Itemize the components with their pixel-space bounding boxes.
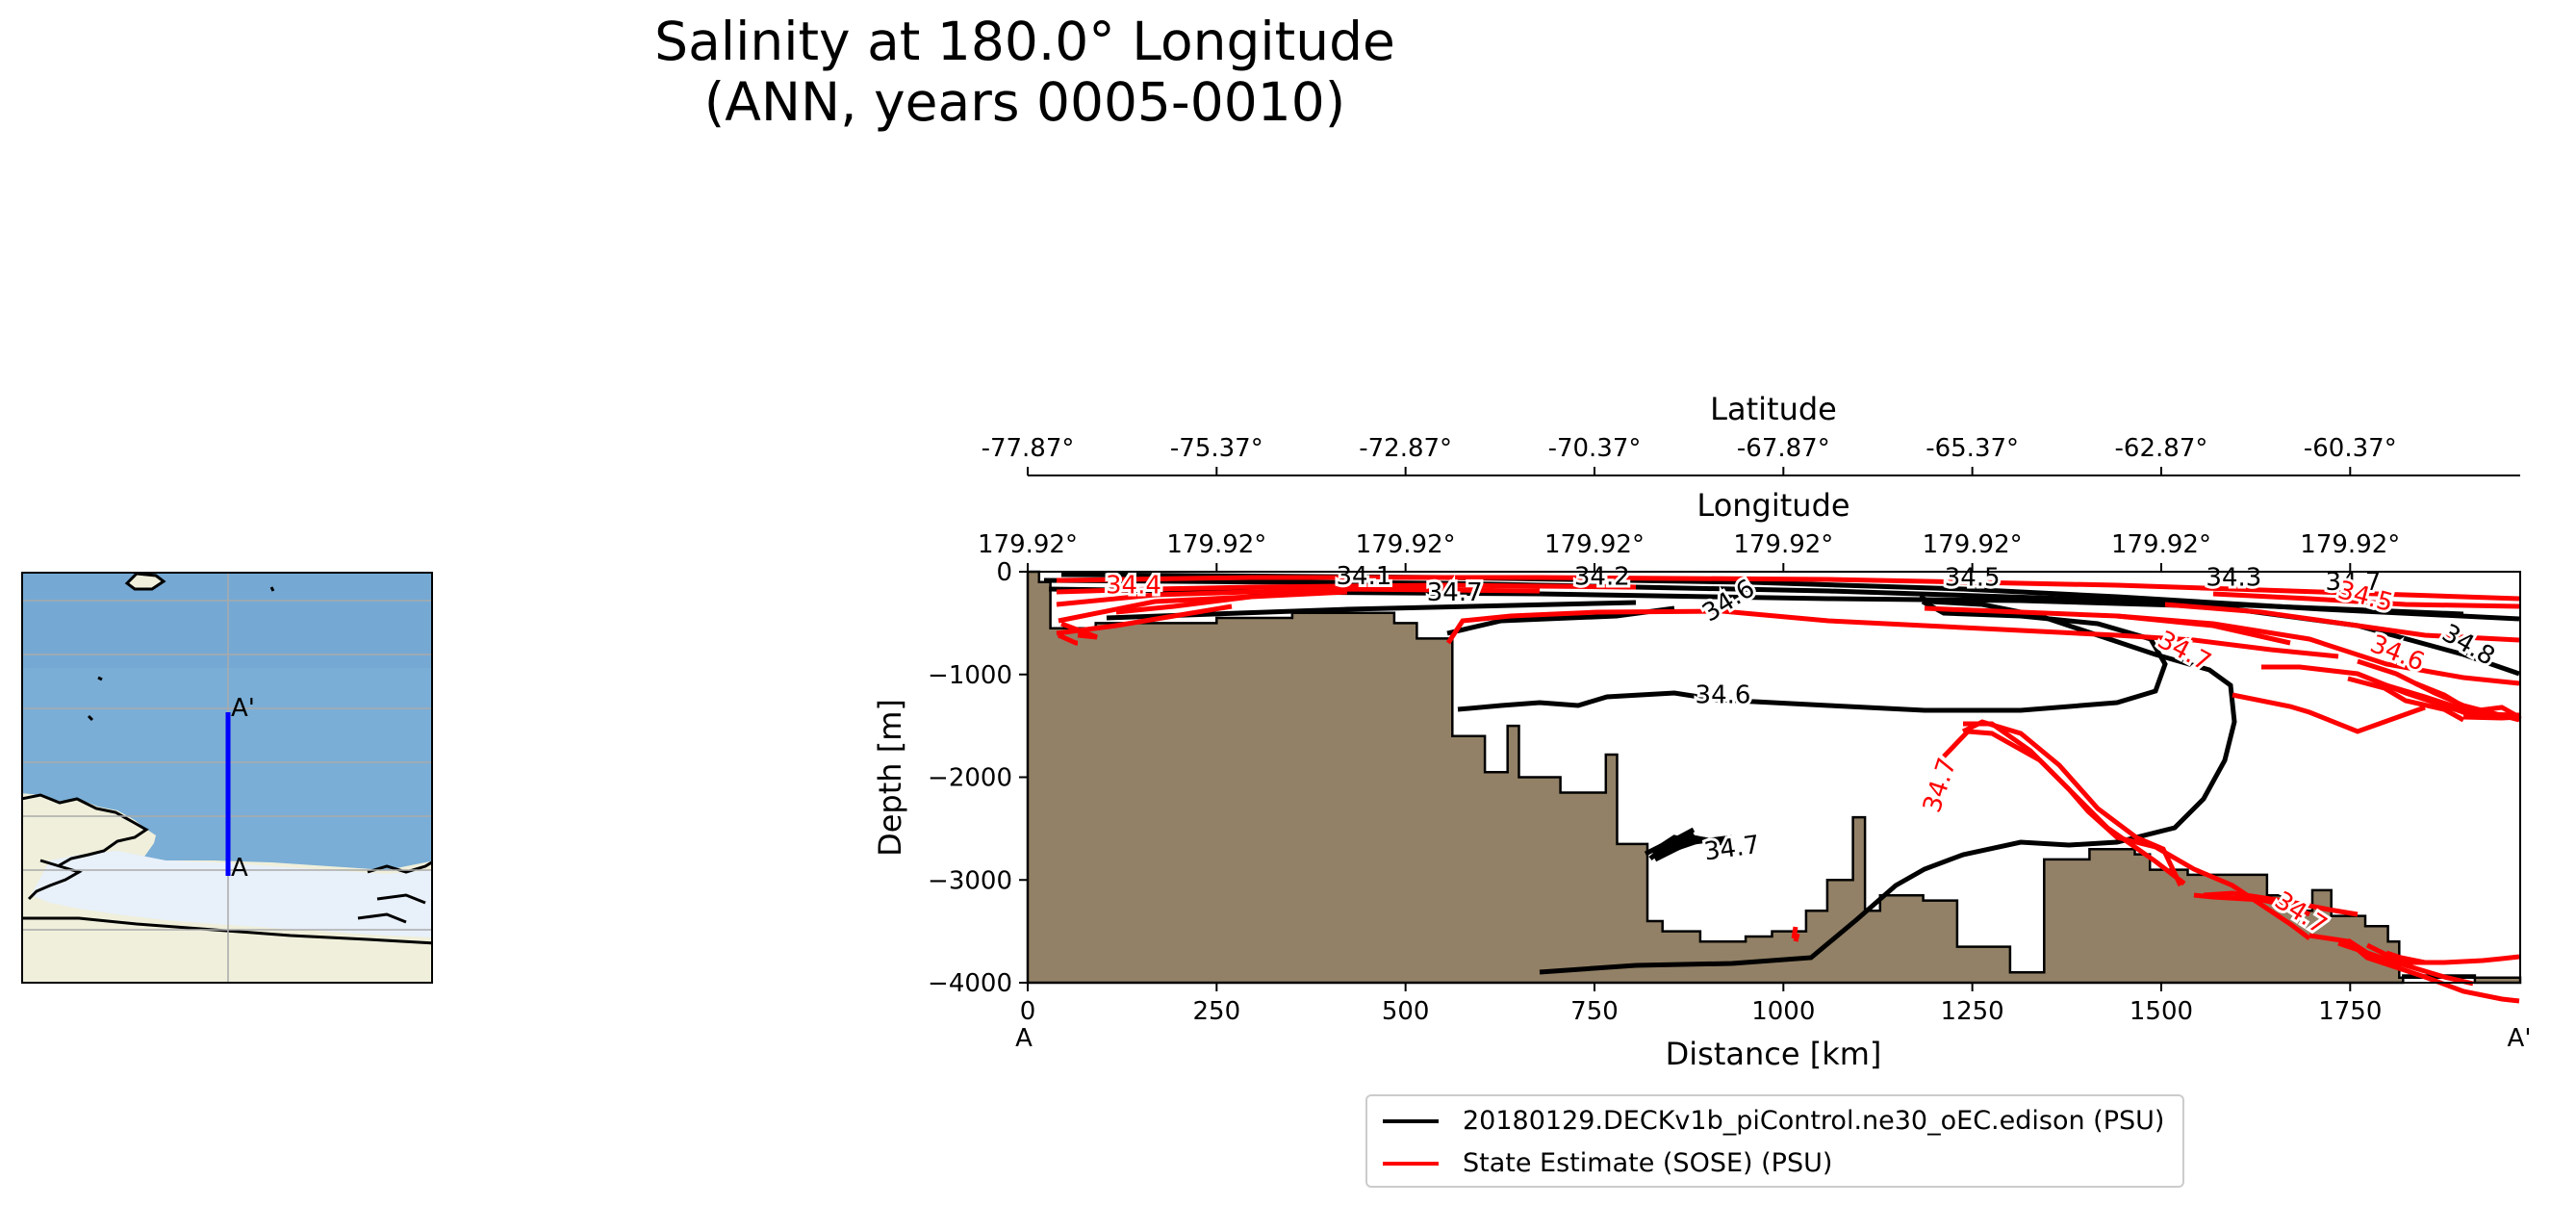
obs-contour-line [2232, 692, 2426, 734]
legend-label-model: 20180129.DECKv1b_piControl.ne30_oEC.edis… [1463, 1106, 2165, 1136]
model-contour-line [1655, 831, 1696, 854]
plot-area: 34.634.734.7 34.634.834.1 34.2 34.5 34.3 34.7… [1026, 559, 2522, 1004]
ice-shelf [31, 851, 433, 937]
latitude-tick-label: -62.87° [2115, 434, 2208, 463]
legend-label-obs: State Estimate (SOSE) (PSU) [1463, 1148, 1833, 1178]
obs-contour-line [2366, 954, 2520, 965]
obs-contour-line [2347, 676, 2465, 723]
x-tick-label: 750 [1570, 997, 1619, 1026]
model-contour-line [1539, 594, 2237, 975]
chart-title: Salinity at 180.0° Longitude (ANN, years… [539, 12, 1511, 133]
y-tick-label: −4000 [928, 969, 1012, 998]
legend: 20180129.DECKv1b_piControl.ne30_oEC.edis… [1365, 1094, 2184, 1188]
latitude-tick-label: -70.37° [1548, 434, 1642, 463]
model-contour-line [1644, 836, 1676, 857]
y-axis: 0 −1000 −2000 −3000 −4000 [928, 558, 1028, 998]
chart-title-line-2: (ANN, years 0005-0010) [703, 71, 1346, 133]
transect-start-label: A [231, 854, 248, 883]
obs-contour-line [1056, 575, 2520, 602]
y-tick-label: 0 [996, 558, 1012, 587]
obs-contour-line [2116, 613, 2520, 686]
latitude-tick-label: -75.37° [1170, 434, 1263, 463]
obs-contour-line [2376, 955, 2407, 965]
legend-item-model: 20180129.DECKv1b_piControl.ne30_oEC.edis… [1383, 1106, 2164, 1136]
x-tick-label: 0 [1020, 997, 1036, 1026]
transect-end-label: A' [231, 694, 255, 723]
model-contour-line [1656, 836, 1695, 857]
latitude-axis-label: Latitude [1710, 391, 1837, 427]
obs-contour-line [2286, 902, 2311, 917]
obs-contour-line [1791, 926, 1798, 939]
obs-contours [1056, 575, 2522, 1004]
obs-contour-line [1058, 589, 1348, 624]
obs-contour-line [1056, 603, 1233, 636]
model-contour-label: 34.6 [1696, 681, 1751, 710]
y-tick-label: −1000 [928, 661, 1012, 690]
obs-contour-line [2193, 892, 2286, 908]
model-contour-label: 34.2 [1574, 562, 1630, 591]
obs-contour-line [1060, 621, 1098, 640]
obs-contour-label: 34.4 [1106, 571, 1161, 600]
model-contour-line [1457, 599, 2168, 713]
longitude-axis-label: Longitude [1696, 487, 1849, 524]
obs-contour-line [2212, 591, 2520, 609]
bathymetry-fill [1026, 570, 2522, 985]
inset-map: A' A [21, 572, 433, 984]
x-axis-label: Distance [km] [1666, 1036, 1882, 1072]
obs-contour-line [2462, 714, 2520, 721]
obs-contour-line [2203, 890, 2359, 917]
latitude-tick-label: -65.37° [1926, 434, 2019, 463]
y-tick-label: −2000 [928, 764, 1012, 793]
longitude-tick-label: 179.92° [2111, 530, 2211, 559]
longitude-tick-label: 179.92° [978, 530, 1078, 559]
obs-contour-line [2261, 664, 2521, 720]
longitude-tick-label: 179.92° [1544, 530, 1645, 559]
latitude-tick-label: -72.87° [1359, 434, 1452, 463]
section-end-label: A' [2508, 1024, 2532, 1053]
obs-contour-label: 34.7 [1918, 755, 1962, 816]
obs-contour-line [1056, 582, 1637, 595]
longitude-tick-label: 179.92° [1166, 530, 1266, 559]
longitude-tick-label: 179.92° [2300, 530, 2400, 559]
x-tick-label: 250 [1193, 997, 1241, 1026]
x-tick-label: 500 [1382, 997, 1430, 1026]
latitude-axis: -77.87° -75.37° -72.87° -70.37° -67.87° -65.3… [982, 434, 2520, 476]
model-contour-line [1043, 577, 2464, 617]
model-contour-label: 34.7 [1702, 831, 1762, 867]
y-axis-label: Depth [m] [872, 699, 908, 857]
model-contour-label: 34.7 [1427, 578, 1483, 607]
longitude-tick-label: 179.92° [1923, 530, 2023, 559]
legend-swatch-model [1383, 1118, 1439, 1123]
obs-contour-line [1445, 608, 2339, 659]
obs-contour-line [1115, 594, 1252, 615]
latitude-tick-label: -60.37° [2304, 434, 2397, 463]
obs-contour-line [2346, 937, 2369, 956]
latitude-tick-label: -67.87° [1737, 434, 1830, 463]
longitude-tick-label: 179.92° [1733, 530, 1833, 559]
longitude-tick-label: 179.92° [1356, 530, 1456, 559]
obs-contour-line [1056, 586, 1541, 607]
legend-swatch-obs [1383, 1161, 1439, 1166]
x-tick-label: 1750 [2318, 997, 2382, 1026]
ocean-shade [21, 572, 433, 668]
longitude-axis: 179.92° 179.92° 179.92° 179.92° 179.92° 179.9… [978, 530, 2520, 573]
model-contour-label: 34.1 [1337, 562, 1392, 591]
legend-item-obs: State Estimate (SOSE) (PSU) [1383, 1148, 1832, 1178]
x-tick-label: 1250 [1941, 997, 2004, 1026]
section-start-label: A [1015, 1024, 1033, 1053]
inset-map-frame [21, 572, 433, 984]
x-tick-label: 1000 [1751, 997, 1815, 1026]
y-tick-label: −3000 [928, 866, 1012, 895]
model-contour-label: 34.3 [2206, 563, 2261, 592]
obs-contour-line [1963, 721, 2186, 885]
x-axis: 0 250 500 750 1000 1250 1500 1750 [1020, 983, 2382, 1026]
obs-contour-line [1057, 632, 1078, 646]
chart-title-line-1: Salinity at 180.0° Longitude [654, 11, 1395, 72]
model-contour-line [1693, 834, 1733, 845]
obs-contour-line [2164, 602, 2520, 643]
latitude-tick-label: -77.87° [982, 434, 1075, 463]
obs-contour-line [1793, 933, 1800, 942]
x-tick-label: 1500 [2130, 997, 2193, 1026]
